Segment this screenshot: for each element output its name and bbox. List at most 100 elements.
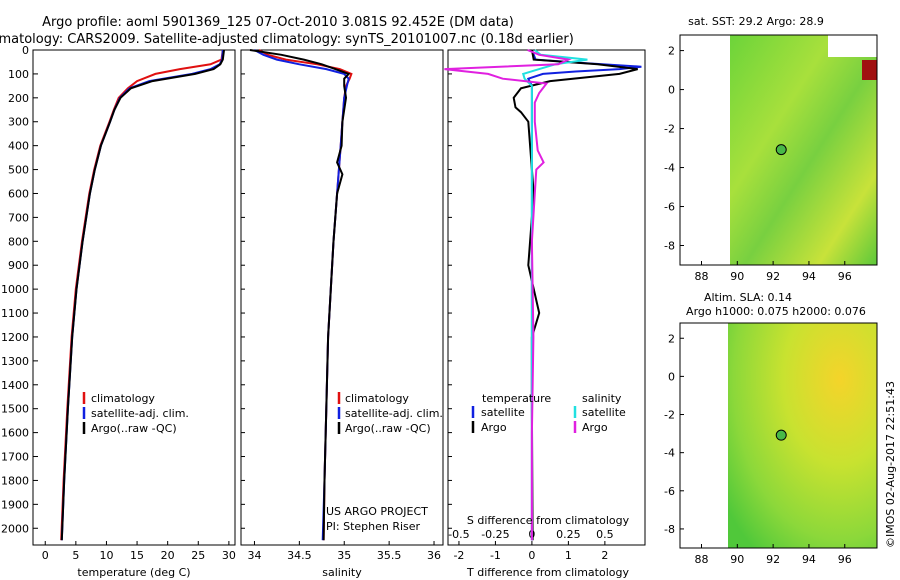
s-tick-label: -0.25	[481, 528, 509, 541]
depth-tick-label: 1400	[1, 379, 29, 392]
x-tick-label: 36	[427, 549, 441, 562]
sla-map-frame	[679, 322, 878, 549]
map-y-tick-label: -8	[664, 240, 675, 253]
map-x-tick-label: 90	[730, 553, 744, 566]
temperature-plot: 0 5 10 15 20 25 30	[42, 49, 236, 562]
x-tick-label: 1	[565, 549, 572, 562]
sst-map-title: sat. SST: 29.2 Argo: 28.9	[688, 15, 824, 28]
x-tick-label: 34	[247, 549, 261, 562]
map-x-tick-label: 94	[802, 270, 816, 283]
depth-tick-label: 0	[22, 44, 29, 57]
map-x-tick-label: 92	[766, 553, 780, 566]
figure-title-line2: Climatology: CARS2009. Satellite-adjuste…	[0, 32, 574, 47]
temperature-xlabel: temperature (deg C)	[77, 566, 190, 579]
sst-field	[730, 35, 877, 265]
sst-map-frame	[679, 34, 878, 266]
legend-label-satellite: satellite-adj. clim.	[345, 407, 443, 420]
project-annotation: US ARGO PROJECT	[326, 505, 428, 518]
map-x-tick-label: 90	[730, 270, 744, 283]
depth-tick-label: 1700	[1, 451, 29, 464]
sst-land	[828, 35, 877, 57]
depth-tick-label: 1200	[1, 331, 29, 344]
depth-tick-label: 600	[8, 187, 29, 200]
legend-label-climatology: climatology	[91, 392, 155, 405]
s-tick-label: 0.5	[596, 528, 614, 541]
x-tick-label: 34.5	[287, 549, 312, 562]
depth-tick-label: 1900	[1, 498, 29, 511]
x-tick-label: 2	[601, 549, 608, 562]
map-x-tick-label: 94	[802, 553, 816, 566]
difference-panel-frame	[447, 49, 646, 546]
footer-copyright: ©IMOS 02-Aug-2017 22:51:43	[884, 381, 897, 548]
depth-tick-label: 200	[8, 92, 29, 105]
legend-header-temperature: temperature	[482, 392, 551, 405]
s-difference-label: S difference from climatology	[467, 514, 630, 527]
temperature-legend: climatology satellite-adj. clim. Argo(..…	[82, 392, 189, 435]
map-y-tick-label: -2	[664, 123, 675, 136]
x-tick-label: 5	[72, 549, 79, 562]
sla-map-subtitle: Argo h1000: 0.075 h2000: 0.076	[686, 305, 866, 318]
series-line-satellite-adj-clim-	[60, 49, 224, 541]
salinity-xlabel: salinity	[322, 566, 362, 579]
salinity-plot: 34 34.5 35 35.5 36	[247, 49, 441, 562]
series-line-argo-raw-qc-	[249, 49, 351, 541]
x-tick-label: 35	[337, 549, 351, 562]
map-y-tick-label: -6	[664, 201, 675, 214]
depth-tick-label: 100	[8, 68, 29, 81]
legend-header-salinity: salinity	[582, 392, 622, 405]
figure-title-line1: Argo profile: aoml 5901369_125 07-Oct-20…	[42, 15, 514, 30]
x-tick-label: 15	[130, 549, 144, 562]
legend-label-t-satellite: satellite	[481, 406, 525, 419]
x-tick-label: 20	[161, 549, 175, 562]
map-x-tick-label: 96	[838, 270, 852, 283]
map-y-tick-label: 0	[668, 370, 675, 383]
series-line-satellite-adj-clim-	[254, 49, 350, 541]
legend-label-argo: Argo(..raw -QC)	[91, 422, 177, 435]
series-line-climatology	[60, 49, 224, 541]
sla-map	[728, 323, 877, 548]
x-tick-label: 30	[222, 549, 236, 562]
series-line-argo-raw-qc-	[60, 49, 225, 541]
x-tick-label: 25	[191, 549, 205, 562]
map-y-tick-label: 2	[668, 332, 675, 345]
depth-tick-label: 1600	[1, 427, 29, 440]
sla-map-axes: 88 90 92 94 96 2 0 -2 -4 -6 -8	[664, 332, 852, 566]
sla-field	[728, 323, 877, 548]
sst-warm-patch	[862, 60, 877, 80]
x-tick-label: -2	[453, 549, 464, 562]
salinity-legend: climatology satellite-adj. clim. Argo(..…	[326, 392, 443, 533]
series-line-temperature-satellite	[526, 49, 642, 541]
depth-tick-label: 2000	[1, 522, 29, 535]
map-y-tick-label: -4	[664, 162, 675, 175]
temperature-panel-frame	[32, 49, 236, 546]
map-x-tick-label: 88	[694, 270, 708, 283]
legend-label-satellite: satellite-adj. clim.	[91, 407, 189, 420]
depth-tick-label: 900	[8, 259, 29, 272]
sst-map	[730, 35, 877, 265]
pi-annotation: PI: Stephen Riser	[326, 520, 421, 533]
depth-tick-label: 1000	[1, 283, 29, 296]
x-tick-label: 10	[99, 549, 113, 562]
map-y-tick-label: -8	[664, 523, 675, 536]
legend-label-s-satellite: satellite	[582, 406, 626, 419]
x-tick-label: 0	[528, 549, 535, 562]
s-tick-label: 0.25	[556, 528, 581, 541]
depth-axis: 0 100 200 300 400 500 600 700 800 900 1000 1100 1200…	[1, 44, 452, 535]
depth-tick-label: 1300	[1, 355, 29, 368]
depth-tick-label: 1100	[1, 307, 29, 320]
depth-tick-label: 500	[8, 164, 29, 177]
depth-tick-label: 400	[8, 140, 29, 153]
depth-tick-label: 800	[8, 235, 29, 248]
difference-plot: -2 -1 0 1 2-0.5 -0.25 0 0.25 0.5	[444, 49, 642, 562]
sla-map-title: Altim. SLA: 0.14	[704, 291, 792, 304]
depth-tick-label: 1800	[1, 474, 29, 487]
s-tick-label: -0.5	[448, 528, 469, 541]
depth-tick-label: 300	[8, 116, 29, 129]
map-y-tick-label: 2	[668, 45, 675, 58]
legend-label-t-argo: Argo	[481, 421, 507, 434]
x-tick-label: -1	[490, 549, 501, 562]
x-tick-label: 35.5	[377, 549, 402, 562]
sst-map-axes: 88 90 92 94 96 2 0 -2 -4 -6 -8	[664, 45, 852, 283]
map-y-tick-label: -4	[664, 447, 675, 460]
